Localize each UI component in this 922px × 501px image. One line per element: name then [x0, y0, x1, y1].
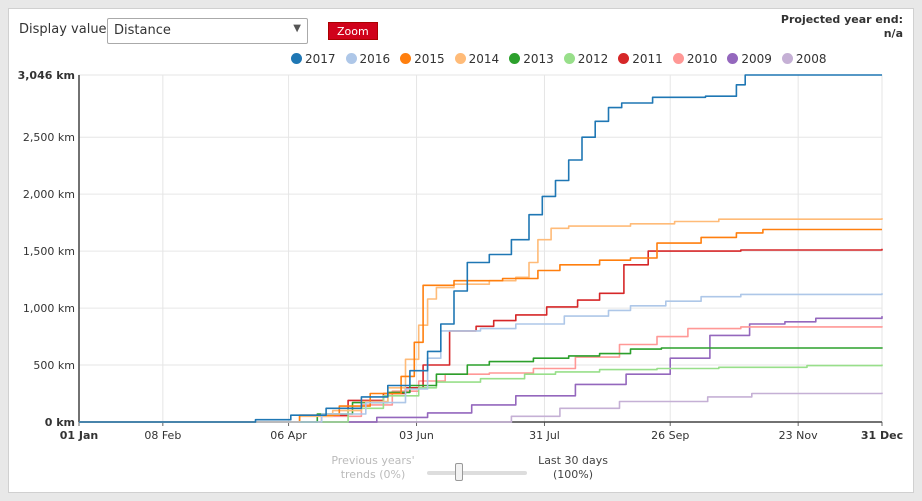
y-tick-label: 2,500 km	[23, 131, 75, 144]
series-line-2013[interactable]	[79, 347, 883, 423]
legend-dot-icon	[672, 53, 684, 64]
legend-item-2008[interactable]: 2008	[781, 52, 827, 66]
chart-legend: 2017 2016 2015 2014 2013 2012 2011 2010 2009 2008	[291, 52, 836, 68]
legend-item-2012[interactable]: 2012	[563, 52, 609, 66]
x-tick-label: 31 Dec	[861, 429, 903, 442]
legend-label: 2014	[468, 52, 500, 66]
legend-dot-icon	[400, 53, 412, 64]
legend-dot-icon	[454, 53, 466, 64]
legend-label: 2009	[741, 52, 772, 66]
legend-dot-icon	[345, 53, 357, 64]
projected-year-end: Projected year end: n/a	[781, 13, 903, 41]
legend-dot-icon	[291, 53, 302, 64]
series-line-2014[interactable]	[79, 218, 883, 423]
chevron-down-icon: ▼	[293, 23, 301, 34]
series-line-2009[interactable]	[79, 316, 883, 423]
trend-slider-handle[interactable]	[455, 463, 463, 481]
projected-year-end-label: Projected year end:	[780, 13, 903, 26]
x-tick-label: 03 Jun	[399, 429, 434, 442]
x-tick-label: 08 Feb	[144, 429, 181, 442]
legend-label: 2008	[795, 52, 827, 66]
legend-item-2014[interactable]: 2014	[454, 52, 500, 66]
legend-item-2011[interactable]: 2011	[618, 52, 663, 66]
trend-slider-group: Previous years' trends (0%) Last 30 days…	[327, 454, 617, 494]
x-tick-label: 01 Jan	[60, 429, 98, 442]
legend-label: 2017	[305, 52, 336, 66]
last-30-days-trend-label: Last 30 days (100%)	[538, 454, 608, 481]
series-line-2017[interactable]	[79, 74, 882, 423]
y-tick-label: 0 km	[45, 416, 75, 429]
legend-item-2017[interactable]: 2017	[291, 52, 336, 66]
trend-slider-track[interactable]	[427, 471, 527, 475]
legend-dot-icon	[727, 53, 739, 64]
series-line-2010[interactable]	[79, 326, 883, 423]
y-tick-label: 1,500 km	[23, 245, 75, 258]
legend-item-2016[interactable]: 2016	[345, 52, 391, 66]
x-tick-label: 23 Nov	[779, 429, 818, 442]
legend-item-2009[interactable]: 2009	[727, 52, 772, 66]
x-tick-label: 06 Apr	[270, 429, 307, 442]
plot-area	[78, 74, 883, 423]
series-line-2015[interactable]	[79, 228, 882, 423]
zoom-button[interactable]: Zoom	[328, 22, 378, 40]
display-value-label: Display value:	[19, 22, 111, 37]
display-value-selected: Distance	[114, 23, 171, 38]
legend-dot-icon	[563, 53, 575, 64]
y-tick-label: 500 km	[33, 359, 75, 372]
y-tick-label: 2,000 km	[23, 188, 75, 201]
legend-label: 2012	[577, 52, 609, 66]
legend-label: 2015	[414, 52, 445, 66]
legend-item-2015[interactable]: 2015	[400, 52, 445, 66]
projected-year-end-value: n/a	[883, 27, 903, 40]
legend-label: 2011	[632, 52, 663, 66]
series-line-2016[interactable]	[79, 293, 883, 423]
y-tick-label: 3,046 km	[18, 69, 75, 82]
series-line-2011[interactable]	[79, 248, 883, 423]
legend-item-2010[interactable]: 2010	[672, 52, 718, 66]
legend-label: 2010	[686, 52, 718, 66]
line-chart: 0 km 500 km 1,000 km 1,500 km 2,000 km 2,500 …	[18, 69, 904, 442]
y-tick-label: 1,000 km	[23, 302, 75, 315]
x-tick-label: 31 Jul	[529, 429, 560, 442]
chart-panel: Display value: Distance ▼ Zoom Projected…	[8, 8, 914, 493]
legend-dot-icon	[781, 53, 793, 64]
legend-item-2013[interactable]: 2013	[509, 52, 554, 66]
previous-years-trend-label: Previous years' trends (0%)	[331, 454, 415, 481]
series-line-2012[interactable]	[79, 364, 883, 423]
display-value-select[interactable]: Distance ▼	[107, 18, 308, 44]
x-tick-label: 26 Sep	[651, 429, 689, 442]
legend-label: 2016	[359, 52, 391, 66]
legend-dot-icon	[509, 53, 521, 64]
series-line-2008[interactable]	[79, 392, 883, 423]
legend-label: 2013	[523, 52, 554, 66]
legend-dot-icon	[618, 53, 630, 64]
